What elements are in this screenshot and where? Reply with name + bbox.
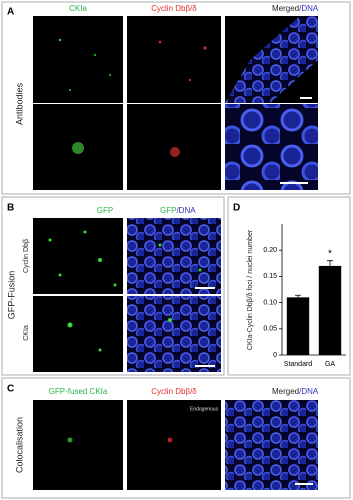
micrograph [33, 16, 123, 103]
micrograph [127, 400, 221, 490]
micrograph [33, 400, 123, 490]
annotation: * [328, 248, 332, 259]
header-part: GFP [160, 206, 176, 215]
panel-label: A [7, 7, 14, 18]
header-part: /DNA [176, 206, 196, 215]
foci [158, 40, 207, 157]
panel-label: B [7, 203, 14, 214]
column-header: GFP-fused CKIa [49, 387, 108, 396]
error-bar [295, 294, 301, 298]
micrograph [225, 104, 318, 190]
y-tick-label: 0.15 [263, 273, 277, 280]
column-header: GFP/DNA [160, 206, 196, 215]
focus [67, 437, 73, 443]
panel-frame [1, 377, 351, 499]
bar [286, 297, 310, 355]
scale-bar [295, 483, 313, 485]
column-header: Cyclin Dbβ/δ [151, 387, 197, 396]
panel-label: C [7, 384, 14, 395]
group-label: GFP-Fusion [6, 271, 16, 320]
micrograph [127, 16, 221, 103]
micrograph [127, 218, 221, 294]
focus [167, 437, 173, 443]
panel-frame [1, 1, 351, 195]
error-bar [327, 260, 333, 266]
micrograph-grid [33, 218, 221, 372]
y-axis-label: CKIa-Cyclin Dbβ/δ foci / nuclei number [247, 229, 254, 350]
x-tick-label: Standard [284, 361, 313, 368]
row-label: Cyclin Dbβ [23, 239, 30, 273]
foci [48, 230, 202, 352]
column-header: GFP [97, 206, 113, 215]
header-part: /DNA [299, 387, 319, 396]
column-header: Merged/DNA [272, 4, 319, 13]
column-header: Cyclin Dbβ/δ [151, 4, 197, 13]
nuclei [225, 16, 318, 103]
row-label: Colocalisation [14, 417, 24, 473]
header-part: Merged [272, 387, 299, 396]
foci [58, 38, 111, 154]
scale-bar [280, 182, 308, 184]
y-tick-label: 0.05 [263, 326, 277, 333]
micrograph-grid [33, 16, 318, 190]
column-header: Merged/DNA [272, 387, 319, 396]
micrograph [127, 104, 221, 190]
panel-label: D [233, 203, 240, 214]
micrograph [225, 400, 318, 490]
y-tick-label: 0.20 [263, 247, 277, 254]
note: Endogenous [190, 406, 219, 412]
micrograph [127, 296, 221, 372]
row-label: CKIa [23, 325, 30, 341]
header-part: /DNA [299, 4, 319, 13]
scale-bar [195, 365, 215, 367]
bar [318, 265, 342, 355]
y-tick-label: 0 [273, 352, 277, 359]
column-header: CKIa [69, 4, 87, 13]
x-tick-label: GA [325, 361, 335, 368]
row-label: Antibodies [14, 82, 24, 125]
scale-bar [195, 287, 215, 289]
scale-bar [300, 97, 312, 99]
y-tick-label: 0.10 [263, 299, 277, 306]
micrograph [33, 218, 123, 294]
micrograph [33, 296, 123, 372]
panel-frame [1, 196, 225, 376]
bar-chart: 0 0.05 0.10 0.15 0.20 Standard GA * [263, 224, 346, 368]
header-part: Merged [272, 4, 299, 13]
micrograph-grid [33, 400, 318, 490]
panel-frame [227, 196, 351, 376]
